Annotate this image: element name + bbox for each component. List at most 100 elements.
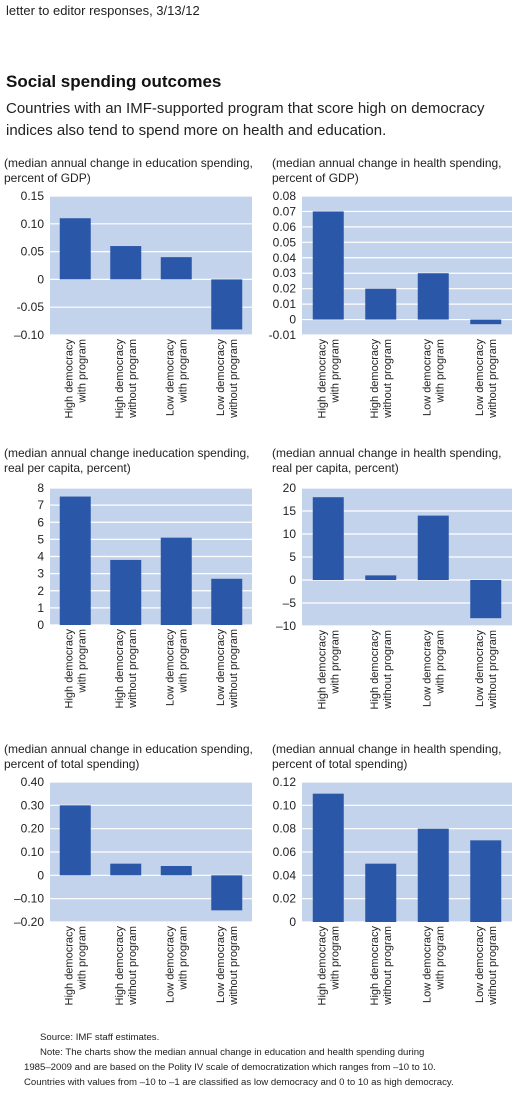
bar [417, 273, 449, 320]
y-tick-label: 0.12 [273, 775, 297, 789]
y-tick-label: 0.01 [273, 297, 297, 311]
x-category-label: High democracywithout program [114, 926, 139, 1006]
bar [365, 288, 397, 320]
y-tick-label: 0 [289, 313, 296, 327]
y-tick-label: 5 [37, 532, 44, 546]
y-tick-label: 0.15 [21, 189, 45, 203]
x-category-label: Low democracywithout program [215, 629, 240, 709]
note-line-2: 1985–2009 and are based on the Polity IV… [24, 1062, 436, 1073]
y-tick-label: 0 [289, 915, 296, 929]
y-tick-label: 0.06 [273, 845, 297, 859]
x-category-label: Low democracywith program [164, 926, 189, 1004]
y-tick-label: 0.08 [273, 189, 297, 203]
x-category-label: Low democracywithout program [474, 630, 499, 710]
y-tick-label: 0.30 [21, 798, 45, 812]
x-category-label: High democracywithout program [369, 926, 394, 1006]
y-tick-label: –10 [276, 619, 296, 633]
chart-4-health-real-per-capita: –10 –5 0 5 10 15 20 High democracywith program H… [276, 481, 512, 710]
y-tick-label: 0.04 [273, 868, 297, 882]
y-tick-label: 4 [37, 550, 44, 564]
y-tick-label: 10 [283, 527, 297, 541]
x-category-label: Low democracywithout program [474, 926, 499, 1006]
bar [211, 279, 243, 330]
y-tick-label: 0.10 [21, 845, 45, 859]
y-tick-label: 8 [37, 481, 44, 495]
chart-6-health-total-spending: 0 0.02 0.04 0.06 0.08 0.10 0.12 High democracyw… [273, 775, 512, 1006]
bar [470, 840, 502, 922]
bar [110, 246, 142, 280]
chart-2-heading: (median annual change in health spending… [272, 156, 502, 185]
bar [417, 515, 449, 580]
x-category-label: Low democracywith program [421, 926, 446, 1004]
x-category-label: High democracywithout program [114, 629, 139, 709]
y-tick-label: –0.10 [14, 892, 44, 906]
document-caption: letter to editor responses, 3/13/12 [6, 3, 200, 18]
bar [110, 559, 142, 625]
y-tick-label: 0.05 [21, 245, 45, 259]
y-tick-label: 6 [37, 515, 44, 529]
note-line-1: Note: The charts show the median annual … [40, 1047, 425, 1058]
x-category-label: Low democracywithout program [474, 339, 499, 419]
x-category-label: High democracywith program [316, 630, 341, 710]
y-tick-label: 0.08 [273, 822, 297, 836]
x-category-label: Low democracywithout program [215, 339, 240, 419]
x-category-label: Low democracywith program [164, 339, 189, 417]
x-category-label: High democracywith program [63, 926, 88, 1006]
bar [365, 575, 397, 580]
bar [312, 793, 344, 922]
y-tick-label: -0.05 [17, 300, 45, 314]
note-line-3: Countries with values from –10 to –1 are… [24, 1077, 454, 1088]
chart-1-heading: (median annual change in education spend… [4, 156, 253, 185]
bar [365, 863, 397, 922]
y-tick-label: 0 [289, 573, 296, 587]
y-tick-label: 0.20 [21, 822, 45, 836]
x-category-label: Low democracywith program [164, 629, 189, 707]
y-tick-label: 0.02 [273, 282, 297, 296]
bar [59, 496, 91, 625]
bar [312, 497, 344, 580]
chart-6-heading: (median annual change in health spending… [272, 742, 502, 771]
y-tick-label: 0.40 [21, 775, 45, 789]
x-category-label: Low democracywithout program [215, 926, 240, 1006]
y-tick-label: 2 [37, 584, 44, 598]
chart-1-education-gdp: –0.10 -0.05 0 0.05 0.10 0.15 High democracywit… [14, 189, 252, 419]
bar [470, 319, 502, 325]
y-tick-label: 5 [289, 550, 296, 564]
y-tick-label: 0 [37, 868, 44, 882]
chart-5-heading: (median annual change in education spend… [4, 742, 253, 771]
y-tick-label: 0.03 [273, 266, 297, 280]
x-category-label: High democracywithout program [369, 630, 394, 710]
y-tick-label: 0 [37, 618, 44, 632]
y-tick-label: 1 [37, 601, 44, 615]
x-category-label: High democracywith program [316, 926, 341, 1006]
bar [211, 875, 243, 911]
x-category-label: Low democracywith program [421, 630, 446, 708]
page-subtitle: Countries with an IMF-supported program … [6, 100, 485, 139]
y-tick-label: 0.07 [273, 204, 297, 218]
chart-3-heading: (median annual change ineducation spendi… [4, 446, 250, 475]
bar [110, 863, 142, 876]
bar [59, 805, 91, 876]
y-tick-label: –0.20 [14, 915, 44, 929]
chart-3-education-real-per-capita: 0 1 2 3 4 5 6 7 8 High democracywith program High … [37, 481, 252, 709]
page-title: Social spending outcomes [6, 72, 222, 91]
y-tick-label: 0.02 [273, 892, 297, 906]
y-tick-label: 3 [37, 567, 44, 581]
bar [417, 828, 449, 922]
bar [59, 218, 91, 280]
y-tick-label: 0.04 [273, 251, 297, 265]
bar [312, 211, 344, 320]
y-tick-label: -0.01 [269, 328, 297, 342]
x-category-label: High democracywithout program [114, 339, 139, 419]
x-category-label: High democracywith program [63, 629, 88, 709]
x-category-label: Low democracywith program [421, 339, 446, 417]
y-tick-label: –5 [283, 596, 297, 610]
y-tick-label: 7 [37, 498, 44, 512]
y-tick-label: 0.10 [273, 798, 297, 812]
footnotes: Source: IMF staff estimates. Note: The c… [8, 1030, 516, 1090]
y-tick-label: 15 [283, 504, 297, 518]
bar [470, 580, 502, 619]
y-tick-label: 0 [37, 272, 44, 286]
y-tick-label: 0.10 [21, 217, 45, 231]
y-tick-label: 0.06 [273, 220, 297, 234]
